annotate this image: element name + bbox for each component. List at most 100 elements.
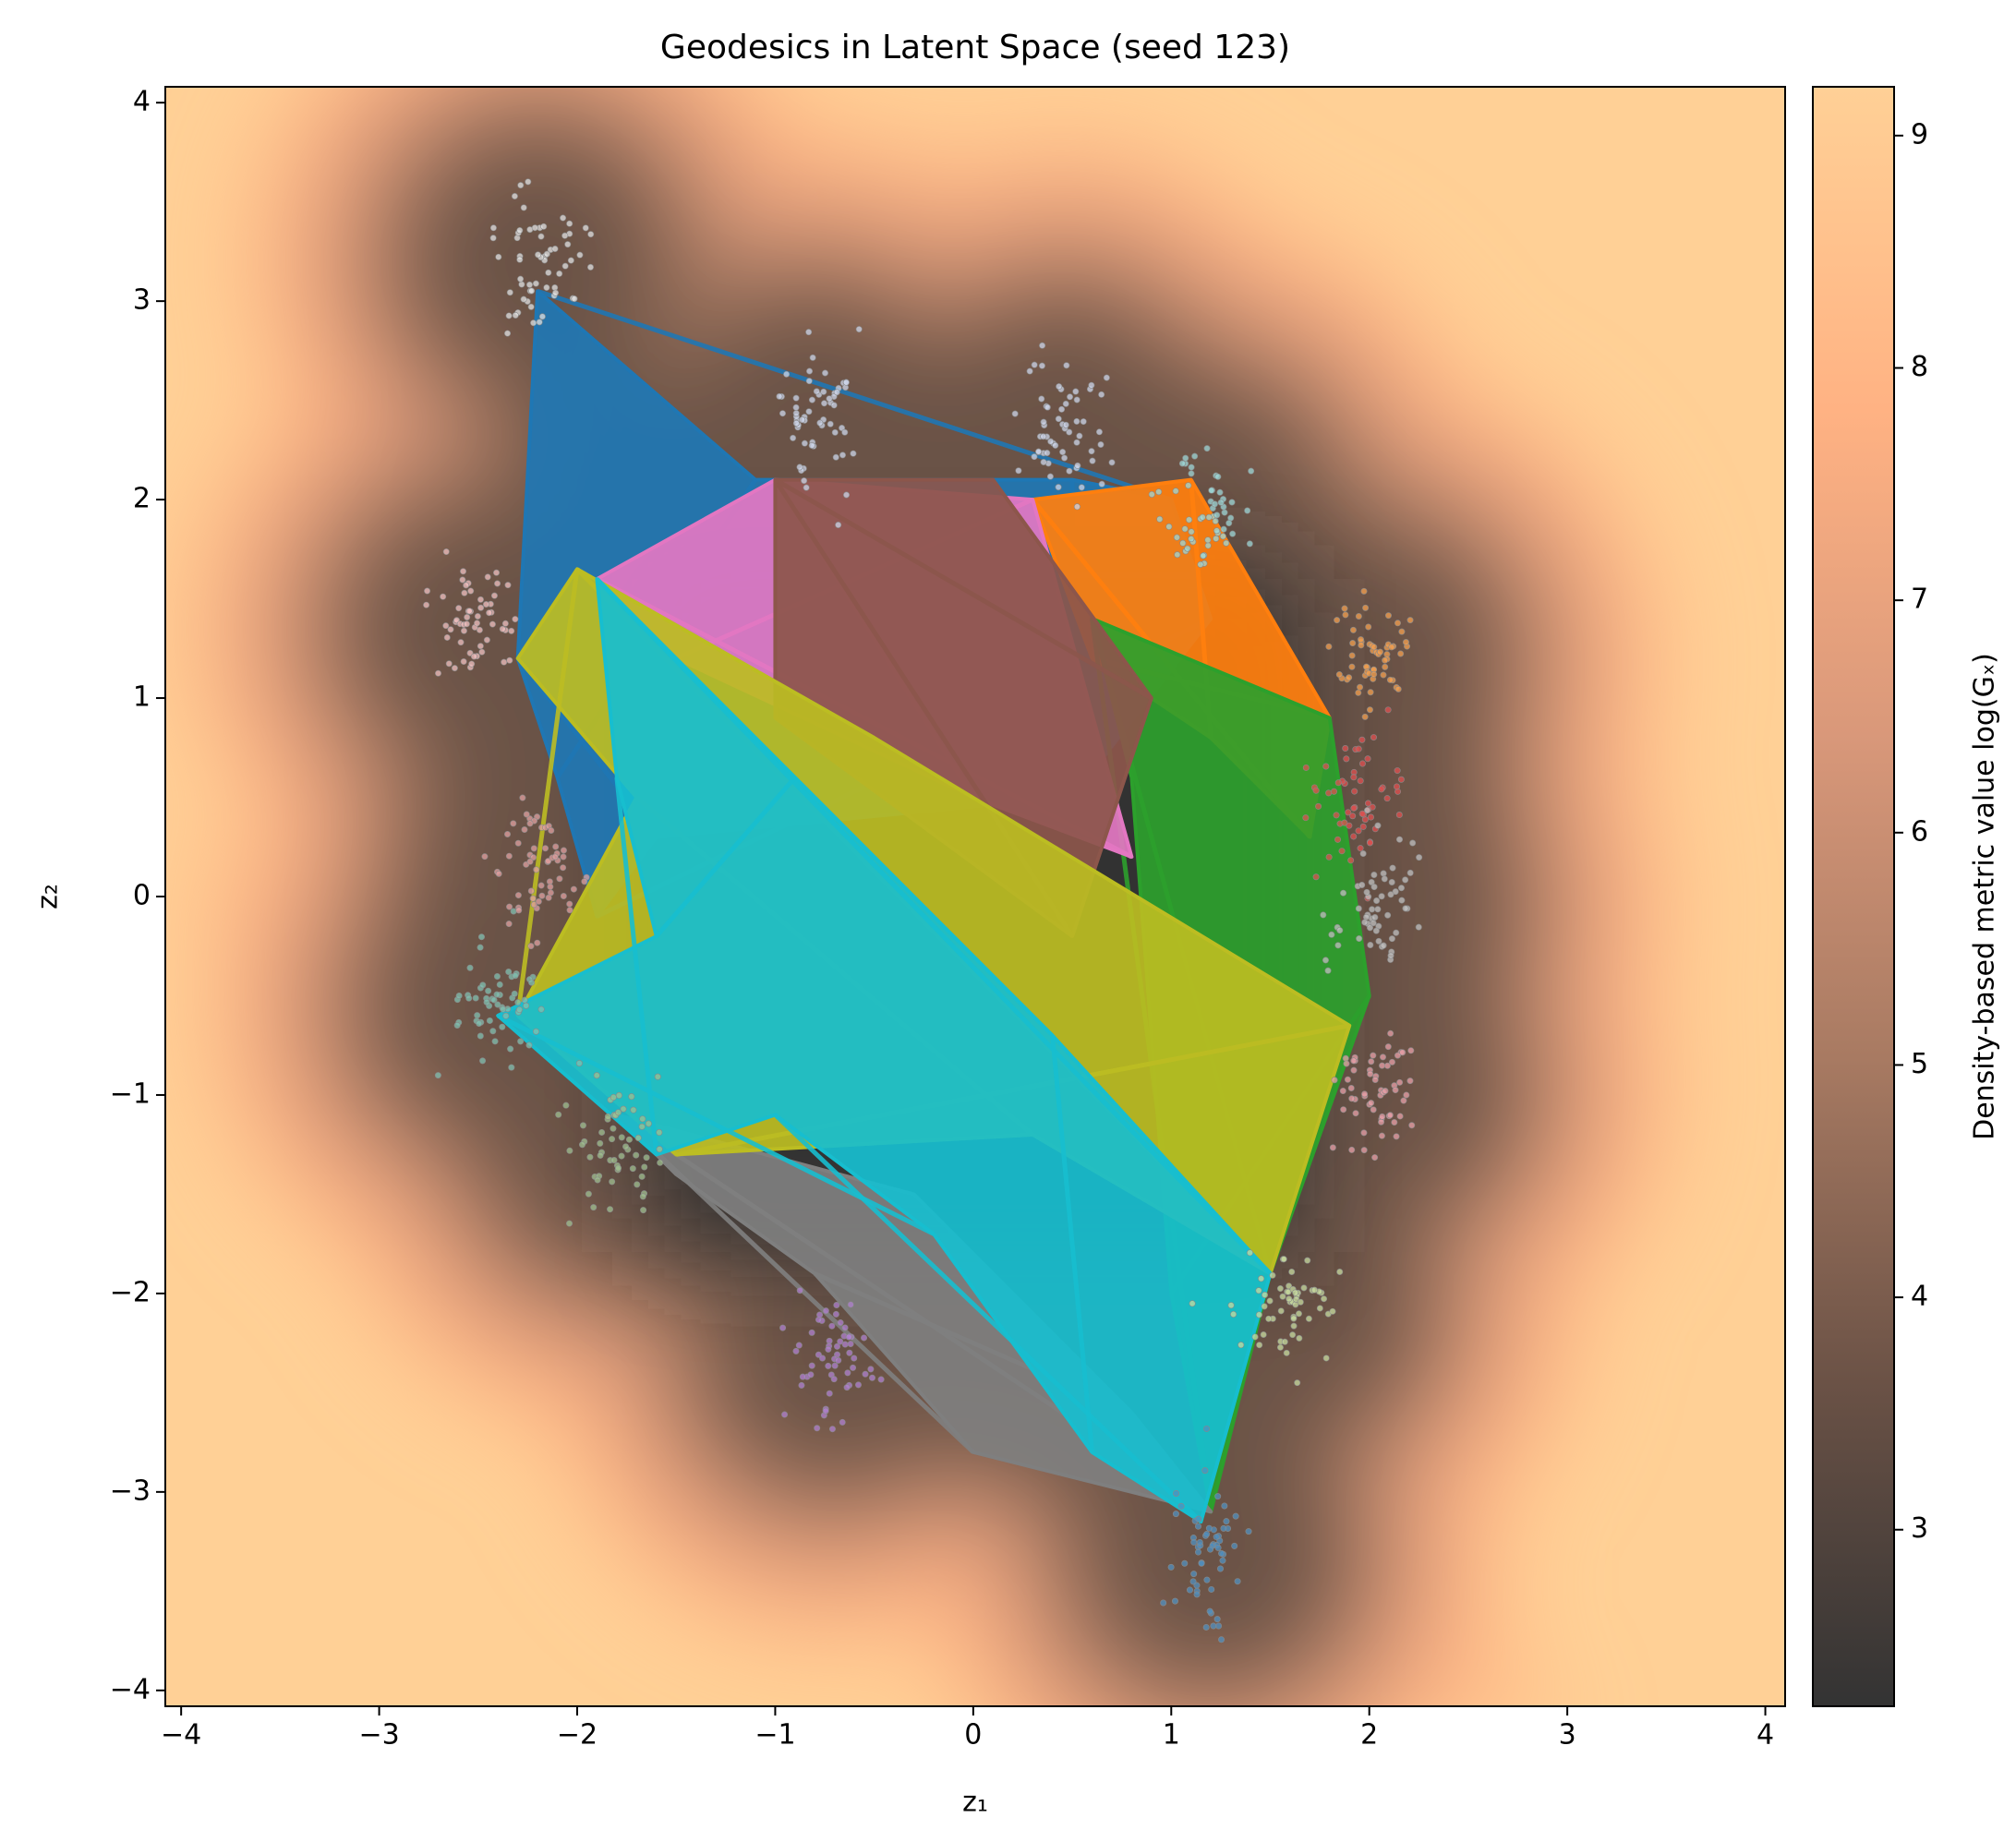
latent-point: [1408, 1122, 1416, 1129]
latent-point: [1204, 542, 1212, 549]
latent-point: [1197, 560, 1204, 568]
latent-point: [585, 1190, 592, 1198]
latent-point: [1279, 1293, 1286, 1300]
latent-point: [1355, 745, 1362, 752]
geodesic: [614, 777, 659, 1155]
latent-point: [1289, 1331, 1297, 1339]
latent-point: [537, 882, 545, 889]
latent-point: [1188, 464, 1195, 471]
latent-point: [1031, 453, 1038, 461]
latent-point: [477, 1032, 484, 1040]
latent-point: [1255, 1311, 1262, 1318]
latent-point: [1370, 884, 1378, 891]
latent-point: [534, 939, 541, 946]
latent-point: [796, 464, 803, 471]
latent-point: [1360, 587, 1368, 595]
latent-point: [1387, 891, 1394, 898]
latent-point: [510, 908, 517, 915]
latent-point: [489, 1028, 497, 1035]
latent-point: [1281, 1338, 1288, 1345]
latent-point: [814, 1425, 821, 1432]
latent-point: [514, 839, 522, 847]
colorbar-tick-label: 6: [1911, 815, 1928, 848]
latent-point: [556, 875, 563, 883]
latent-point: [1294, 1379, 1301, 1387]
latent-point: [783, 370, 791, 378]
latent-point: [1334, 779, 1342, 787]
latent-point: [1276, 1285, 1284, 1293]
latent-point: [552, 843, 560, 850]
latent-point: [654, 1073, 661, 1080]
latent-point: [825, 1345, 832, 1353]
latent-point: [867, 1366, 875, 1373]
latent-point: [523, 1002, 530, 1009]
latent-point: [851, 1354, 858, 1362]
colorbar-tick-label: 3: [1911, 1512, 1928, 1545]
latent-point: [564, 241, 572, 248]
latent-point: [500, 1005, 507, 1013]
latent-point: [657, 1159, 664, 1166]
latent-point: [1348, 663, 1356, 670]
latent-point: [1394, 685, 1402, 692]
latent-point: [1246, 540, 1253, 548]
latent-point: [468, 660, 476, 668]
latent-point: [1357, 845, 1364, 852]
latent-point: [1388, 935, 1395, 943]
x-tick-label: −4: [161, 1719, 201, 1752]
latent-point: [560, 214, 567, 222]
latent-point: [511, 192, 518, 199]
latent-point: [1333, 812, 1340, 819]
latent-point: [1277, 1307, 1285, 1315]
latent-point: [447, 626, 454, 633]
latent-point: [545, 894, 552, 901]
latent-point: [1178, 460, 1186, 467]
latent-point: [499, 625, 506, 632]
latent-point: [538, 892, 546, 899]
latent-point: [1358, 642, 1365, 649]
y-tick-label: 0: [133, 880, 151, 912]
latent-point: [525, 281, 533, 288]
latent-point: [1367, 942, 1374, 949]
latent-point: [496, 981, 503, 988]
latent-point: [1218, 1549, 1225, 1557]
latent-point: [1256, 1342, 1263, 1349]
latent-point: [1393, 929, 1400, 936]
latent-point: [466, 964, 474, 971]
latent-point: [477, 604, 485, 611]
latent-point: [1261, 1303, 1268, 1310]
latent-point: [517, 182, 525, 189]
latent-point: [504, 830, 512, 837]
colorbar-tick-label: 7: [1911, 584, 1928, 616]
latent-point: [1098, 391, 1105, 398]
latent-point: [1343, 755, 1350, 763]
latent-point: [1221, 509, 1228, 516]
latent-point: [1063, 362, 1070, 369]
latent-point: [1190, 1538, 1198, 1546]
latent-point: [518, 281, 525, 288]
latent-point: [1067, 393, 1074, 401]
latent-point: [442, 548, 450, 556]
latent-point: [843, 491, 851, 499]
latent-point: [477, 596, 484, 603]
latent-point: [850, 450, 857, 457]
latent-point: [1352, 1110, 1359, 1117]
latent-point: [1336, 1268, 1344, 1275]
latent-point: [1370, 670, 1378, 678]
latent-point: [499, 1023, 506, 1030]
latent-point: [1011, 410, 1019, 417]
latent-point: [504, 582, 512, 589]
latent-point: [1350, 833, 1358, 840]
latent-point: [790, 434, 797, 441]
latent-point: [567, 257, 574, 264]
latent-point: [1265, 1315, 1273, 1322]
latent-point: [805, 378, 813, 385]
latent-point: [1196, 1539, 1203, 1547]
latent-point: [1074, 462, 1081, 469]
latent-point: [1322, 763, 1330, 770]
latent-point: [1384, 612, 1392, 620]
latent-point: [1358, 736, 1366, 743]
latent-point: [847, 1341, 854, 1348]
latent-point: [1378, 1118, 1385, 1126]
latent-point: [1220, 525, 1227, 533]
latent-point: [1358, 760, 1366, 767]
